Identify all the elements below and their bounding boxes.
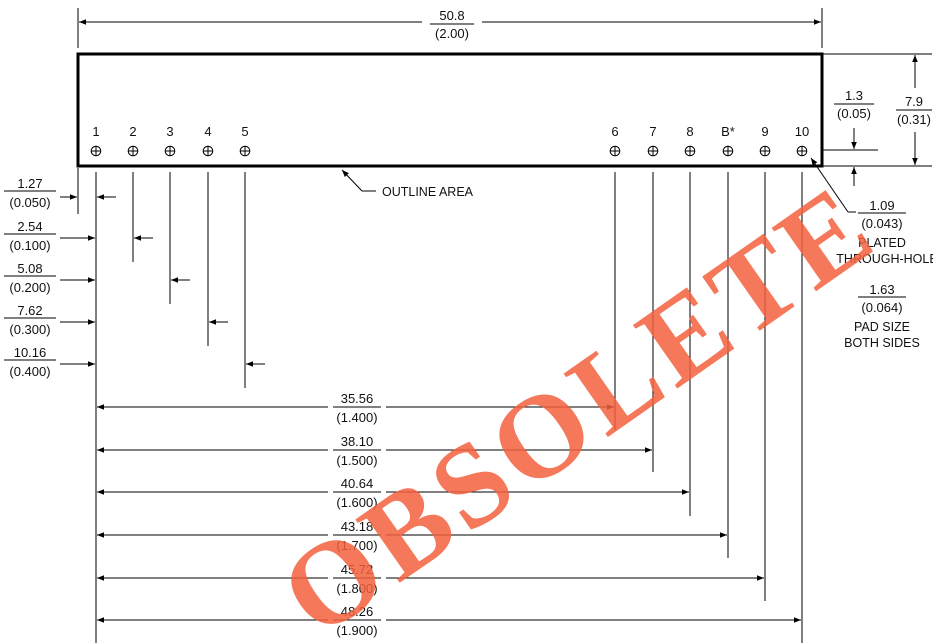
through-hole-symbol (164, 145, 176, 157)
left-dim-in: (0.100) (9, 238, 50, 253)
bottom-dim-mm: 38.10 (341, 434, 374, 449)
pad-note-line1: PAD SIZE (854, 320, 910, 334)
pin-2: 2 (127, 124, 139, 157)
through-hole-symbol (90, 145, 102, 157)
pin-label: 7 (649, 124, 656, 139)
bottom-dim-mm: 35.56 (341, 391, 374, 406)
outline-area-rect (76, 52, 824, 168)
bottom-dim-in: (1.700) (336, 538, 377, 553)
hole-note-line1: PLATED (858, 236, 906, 250)
outline-area-label: OUTLINE AREA (382, 185, 474, 199)
pin-1: 1 (90, 124, 102, 157)
left-dim-mm: 1.27 (17, 176, 42, 191)
bottom-dim-mm: 43.18 (341, 519, 374, 534)
left-dim-mm: 7.62 (17, 303, 42, 318)
hole-size-in: (0.043) (861, 216, 902, 231)
pin-7: 7 (647, 124, 659, 157)
through-hole-symbol (684, 145, 696, 157)
through-hole-symbol (759, 145, 771, 157)
through-hole-symbol (127, 145, 139, 157)
pin-label: 3 (166, 124, 173, 139)
bottom-dim-3: 40.64 (1.600) (97, 476, 689, 510)
bottom-dim-mm: 45.72 (341, 562, 374, 577)
overall-width-dimension: 50.8 (2.00) (77, 8, 823, 48)
pin-6: 6 (609, 124, 621, 157)
left-dim-4: 7.62 (0.300) (4, 303, 228, 337)
left-dim-3: 5.08 (0.200) (4, 261, 190, 295)
through-hole-symbol (796, 145, 808, 157)
left-dim-in: (0.400) (9, 364, 50, 379)
pin-label: 5 (241, 124, 248, 139)
pad-note-line2: BOTH SIDES (844, 336, 920, 350)
pin-10: 9 (759, 124, 771, 157)
pin-row: 1 2 3 4 5 6 7 8 B* 9 10 (90, 124, 809, 643)
height-in: (0.31) (897, 112, 931, 127)
bottom-dim-mm: 48.26 (341, 604, 374, 619)
pin-5: 5 (239, 124, 251, 157)
pin-label: B* (721, 124, 735, 139)
left-pin-offset-dimensions: 1.27 (0.050) 2.54 (0.100) 5.08 (0.200) 7.62 (0.… (4, 168, 265, 379)
left-dim-mm: 5.08 (17, 261, 42, 276)
pin-label: 9 (761, 124, 768, 139)
bottom-dim-4: 43.18 (1.700) (97, 519, 727, 553)
pin-row-height-in: (0.05) (837, 106, 871, 121)
pin-11: 10 (795, 124, 809, 157)
through-hole-symbol (609, 145, 621, 157)
hole-size-mm: 1.09 (869, 198, 894, 213)
pad-size-mm: 1.63 (869, 282, 894, 297)
through-hole-symbol (202, 145, 214, 157)
hole-note: 1.09 (0.043) PLATED THROUGH-HOLE (810, 157, 933, 266)
left-dim-in: (0.300) (9, 322, 50, 337)
pad-note: 1.63 (0.064) PAD SIZE BOTH SIDES (844, 282, 920, 350)
outline-area-callout: OUTLINE AREA (341, 169, 474, 199)
left-dim-1: 1.27 (0.050) (4, 168, 116, 214)
pin-8: 8 (684, 124, 696, 157)
bottom-dim-in: (1.800) (336, 581, 377, 596)
pin-4: 4 (202, 124, 214, 157)
bottom-dim-in: (1.600) (336, 495, 377, 510)
through-hole-symbol (239, 145, 251, 157)
bottom-dim-6: 48.26 (1.900) (97, 604, 801, 638)
overall-width-mm: 50.8 (439, 8, 464, 23)
pin-label: 4 (204, 124, 211, 139)
left-dim-in: (0.050) (9, 195, 50, 210)
pin-row-height-dimension: 1.3 (0.05) (822, 88, 878, 186)
pad-size-in: (0.064) (861, 300, 902, 315)
bottom-pin-position-dimensions: 35.56 (1.400) 38.10 (1.500) 40.64 (1.600) 43.1… (97, 391, 801, 638)
pin-9: B* (721, 124, 735, 157)
pin-label: 2 (129, 124, 136, 139)
pin-label: 8 (686, 124, 693, 139)
through-hole-symbol (722, 145, 734, 157)
overall-width-in: (2.00) (435, 26, 469, 41)
left-dim-5: 10.16 (0.400) (4, 345, 265, 379)
bottom-dim-in: (1.900) (336, 623, 377, 638)
bottom-dim-1: 35.56 (1.400) (97, 391, 614, 425)
bottom-dim-2: 38.10 (1.500) (97, 434, 652, 468)
hole-note-line2: THROUGH-HOLE (836, 252, 933, 266)
pin-label: 10 (795, 124, 809, 139)
left-dim-mm: 10.16 (14, 345, 47, 360)
bottom-dim-in: (1.400) (336, 410, 377, 425)
bottom-dim-mm: 40.64 (341, 476, 374, 491)
bottom-dim-in: (1.500) (336, 453, 377, 468)
through-hole-symbol (647, 145, 659, 157)
left-dim-in: (0.200) (9, 280, 50, 295)
height-dimension: 7.9 (0.31) (822, 53, 932, 167)
pin-label: 1 (92, 124, 99, 139)
pin-label: 6 (611, 124, 618, 139)
left-dim-2: 2.54 (0.100) (4, 219, 153, 253)
bottom-dim-5: 45.72 (1.800) (97, 562, 764, 596)
pin-row-height-mm: 1.3 (845, 88, 863, 103)
height-mm: 7.9 (905, 94, 923, 109)
pin-3: 3 (164, 124, 176, 157)
left-dim-mm: 2.54 (17, 219, 42, 234)
